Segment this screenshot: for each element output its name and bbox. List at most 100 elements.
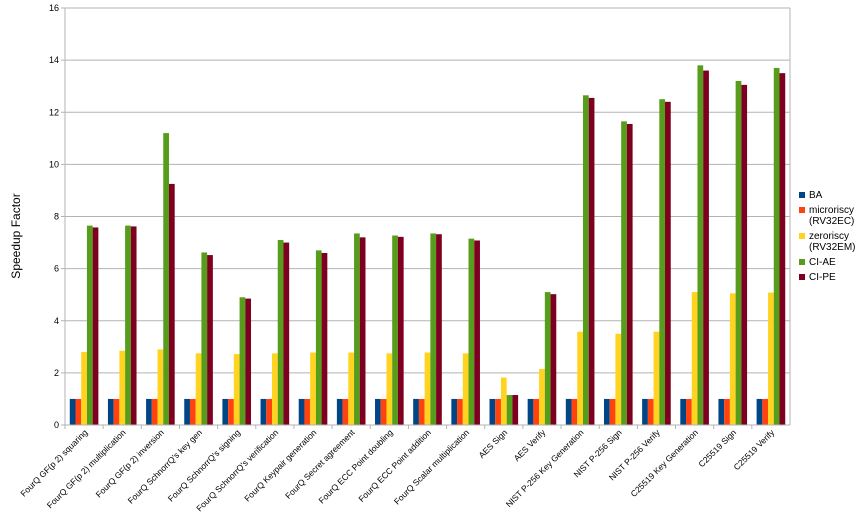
bar-ci-pe-11 <box>512 395 519 425</box>
bar-ci-ae-18 <box>773 67 780 425</box>
bar-ba-1 <box>107 398 114 425</box>
x-tick-label: FourQ ECC Point doubling <box>317 427 395 505</box>
bar-zeroriscy-1 <box>119 350 126 425</box>
bar-zeroriscy-2 <box>157 349 164 425</box>
bar-ba-13 <box>565 398 572 425</box>
bar-zeroriscy-18 <box>768 292 774 425</box>
bar-microriscy-9 <box>418 398 425 425</box>
bar-microriscy-14 <box>609 398 616 425</box>
y-tick-label: 4 <box>54 316 59 326</box>
bar-ci-pe-9 <box>436 234 442 425</box>
axes <box>61 7 791 429</box>
bar-ci-ae-3 <box>201 252 208 425</box>
bar-ci-pe-17 <box>741 84 748 425</box>
bar-zeroriscy-9 <box>424 352 431 425</box>
bar-ba-3 <box>184 398 190 425</box>
bar-microriscy-10 <box>457 398 463 425</box>
x-tick-label: FourQ ECC Point addition <box>356 427 433 504</box>
bar-microriscy-15 <box>647 398 654 425</box>
bar-ci-ae-6 <box>315 250 322 425</box>
bar-ci-ae-13 <box>582 95 589 425</box>
bar-ci-pe-2 <box>168 183 175 425</box>
bar-ba-18 <box>756 398 763 425</box>
bar-ci-pe-15 <box>665 101 671 425</box>
bar-microriscy-5 <box>266 398 272 425</box>
bar-ci-ae-12 <box>544 292 551 425</box>
bar-ci-pe-3 <box>207 255 213 425</box>
bar-zeroriscy-14 <box>615 333 622 425</box>
bar-ci-ae-0 <box>86 225 93 425</box>
bar-microriscy-8 <box>380 398 387 425</box>
bar-ci-pe-4 <box>245 298 252 425</box>
bar-microriscy-1 <box>113 398 120 425</box>
bar-zeroriscy-12 <box>539 368 545 425</box>
x-tick-label: AES Verify <box>512 427 548 463</box>
legend-label: (RV32EC) <box>809 216 854 227</box>
bar-ci-ae-5 <box>277 239 284 425</box>
bar-ci-ae-9 <box>430 233 437 425</box>
legend-swatch <box>799 207 805 213</box>
bar-zeroriscy-8 <box>386 353 393 425</box>
y-tick-label: 6 <box>54 264 59 274</box>
y-axis-label: Speedup Factor <box>9 193 23 278</box>
bar-microriscy-16 <box>686 398 692 425</box>
bar-ci-pe-10 <box>474 240 480 425</box>
bar-ba-9 <box>413 398 419 425</box>
bar-ba-15 <box>642 398 648 425</box>
bar-ci-ae-10 <box>468 238 475 425</box>
y-tick-labels: 0 2 4 6 8 10 12 14 16 <box>49 3 59 430</box>
bar-ba-2 <box>146 398 152 425</box>
bar-microriscy-13 <box>571 398 578 425</box>
bar-zeroriscy-6 <box>310 352 316 425</box>
bar-microriscy-0 <box>75 398 82 425</box>
legend-label: (RV32EM) <box>809 242 856 253</box>
bar-ci-ae-15 <box>659 99 666 425</box>
bar-ba-6 <box>298 398 305 425</box>
x-tick-label: C25519 Verify <box>732 427 777 472</box>
bar-ci-pe-14 <box>626 123 633 425</box>
y-tick-label: 2 <box>54 368 59 378</box>
bars <box>69 65 786 426</box>
x-tick-label: FourQ SchnorrQ's signing <box>166 427 243 504</box>
bar-zeroriscy-16 <box>691 292 698 425</box>
bar-microriscy-2 <box>151 398 158 425</box>
bar-ci-ae-11 <box>506 395 513 425</box>
legend-label: CI-AE <box>809 257 836 268</box>
y-tick-label: 0 <box>54 420 59 430</box>
bar-microriscy-11 <box>495 398 501 425</box>
bar-zeroriscy-10 <box>462 353 469 425</box>
bar-ci-ae-7 <box>354 233 360 425</box>
bar-microriscy-3 <box>189 398 196 425</box>
bar-ba-16 <box>680 398 687 425</box>
bar-ba-10 <box>451 398 458 425</box>
bar-ci-ae-8 <box>392 235 398 425</box>
bar-microriscy-18 <box>762 398 769 425</box>
x-tick-label: FourQ GF(p 2) inversion <box>94 427 166 499</box>
bar-ba-4 <box>222 398 229 425</box>
x-tick-label: FourQ GF(p 2) squaring <box>18 427 89 498</box>
bar-ci-ae-2 <box>163 133 169 425</box>
bar-ci-ae-17 <box>735 80 742 425</box>
bar-zeroriscy-7 <box>348 352 355 425</box>
bar-ci-ae-16 <box>697 65 704 425</box>
bar-ba-11 <box>489 398 496 425</box>
bar-ba-8 <box>375 398 381 425</box>
x-tick-label: NIST P-256 Key Generation <box>504 427 586 509</box>
legend-label: zeroriscy <box>809 231 849 242</box>
bar-ba-5 <box>260 398 267 425</box>
bar-ci-pe-18 <box>779 73 786 425</box>
bar-ci-ae-4 <box>239 297 246 425</box>
bar-ba-12 <box>527 398 534 425</box>
y-tick-label: 16 <box>49 3 59 13</box>
bar-zeroriscy-17 <box>729 293 736 425</box>
bar-ci-pe-6 <box>321 252 328 425</box>
bar-ci-pe-8 <box>397 236 404 425</box>
bar-zeroriscy-3 <box>195 353 202 425</box>
x-tick-label: FourQ Keypair generation <box>242 427 318 503</box>
legend-label: CI-PE <box>809 272 836 283</box>
bar-microriscy-7 <box>342 398 349 425</box>
bar-ci-pe-0 <box>92 227 99 425</box>
bar-microriscy-6 <box>304 398 311 425</box>
